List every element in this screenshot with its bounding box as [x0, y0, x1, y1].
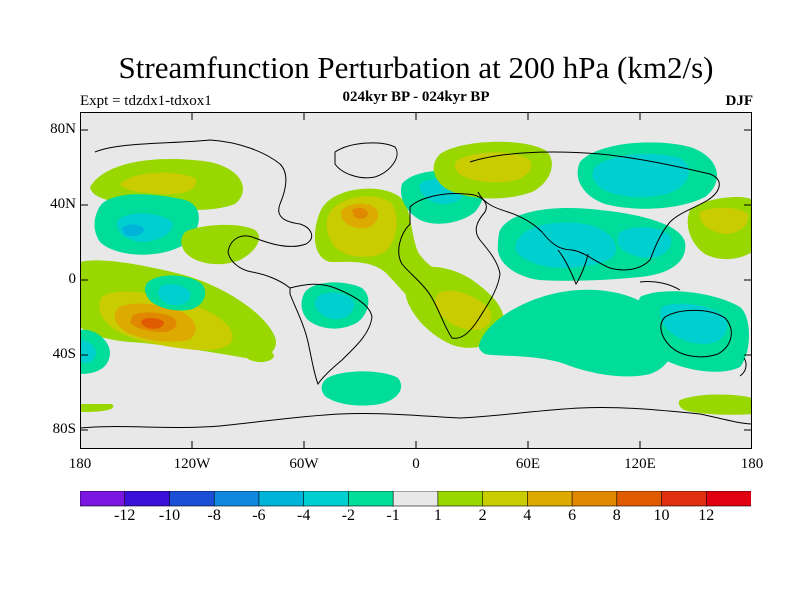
contour-atlantic-pos-peak — [352, 207, 368, 219]
map-ticks — [80, 112, 752, 449]
colorbar-swatch — [169, 491, 216, 507]
colorbar-label: 6 — [568, 507, 577, 524]
colorbar-swatch — [571, 491, 618, 507]
lon-label-120w: 120W — [173, 456, 211, 472]
colorbar-swatch — [213, 491, 260, 507]
colorbar-swatch — [348, 491, 394, 507]
lat-label-80n: 80N — [50, 121, 76, 137]
colorbar-swatch — [80, 491, 126, 507]
contour-asia-neg-core2 — [617, 227, 672, 258]
contour-s-ocean-pos-east — [678, 394, 752, 415]
contour-s-indian-neg — [478, 289, 674, 377]
contour-se-pacific-neg-core — [80, 340, 96, 363]
lon-label-60e: 60E — [515, 456, 541, 472]
colorbar-label: -4 — [297, 507, 311, 524]
colorbar-swatch — [437, 491, 484, 507]
colorbar-label: -6 — [252, 507, 266, 524]
colorbar-label: 2 — [478, 507, 487, 524]
map-panel — [80, 112, 752, 449]
contour-antarctic-pos — [244, 347, 274, 363]
lon-label-120e: 120E — [624, 456, 656, 472]
colorbar-label: 12 — [698, 507, 715, 524]
colorbar-swatch — [303, 491, 350, 507]
colorbar-label: 8 — [612, 507, 621, 524]
contour-sa-neg-core — [314, 292, 355, 320]
colorbar-swatch — [124, 491, 171, 507]
contour-asia-neg-core — [515, 222, 616, 268]
experiment-label: Expt = tdzdx1-tdxox1 — [80, 93, 212, 109]
colorbar-label: -1 — [386, 507, 400, 524]
coastlines — [80, 139, 752, 429]
contour-ne-pacific-neg-peak — [122, 224, 144, 237]
colorbar-swatch — [527, 491, 573, 507]
colorbar-swatch — [392, 491, 439, 507]
colorbar-label: 10 — [653, 507, 670, 524]
contour-s-pacific-pos-max — [141, 317, 164, 329]
lat-label-80s: 80S — [52, 421, 76, 437]
lon-label-180w: 180 — [68, 456, 92, 472]
contour-s-ocean-pos — [80, 404, 114, 412]
lat-label-0: 0 — [68, 271, 77, 287]
colorbar-label: -12 — [114, 507, 136, 524]
lon-label-60w: 60W — [289, 456, 319, 472]
colorbar-label: -8 — [207, 507, 221, 524]
contour-e-pacific-pos-core — [699, 207, 749, 234]
contour-n-pacific-pos-core — [120, 172, 197, 194]
contour-siberia-pos-core — [454, 152, 532, 183]
plot-title: Streamfunction Perturbation at 200 hPa (… — [118, 50, 714, 85]
colorbar-label: -10 — [158, 507, 181, 524]
colorbar-swatch — [482, 491, 529, 507]
colorbar — [80, 491, 751, 507]
lat-label-40n: 40N — [50, 196, 76, 212]
colorbar-swatch — [616, 491, 663, 507]
lat-label-40s: 40S — [52, 346, 76, 362]
colorbar-swatch — [705, 491, 751, 507]
lon-label-180e: 180 — [740, 456, 764, 472]
colorbar-label: 1 — [433, 507, 442, 524]
contour-n-america-pos — [181, 224, 260, 265]
colorbar-label: 4 — [523, 507, 532, 524]
season-label: DJF — [725, 93, 754, 109]
colorbar-swatch — [661, 491, 708, 507]
contour-nw-pacific-neg-core — [592, 153, 689, 198]
plot-subtitle: 024kyr BP - 024kyr BP — [342, 89, 490, 105]
contour-s-ocean-neg — [321, 371, 402, 406]
lon-label-0: 0 — [412, 456, 420, 472]
colorbar-swatch — [258, 491, 305, 507]
contour-trop-pacific-neg-core — [158, 284, 191, 306]
contour-australia-neg-core — [660, 303, 728, 344]
colorbar-label: -2 — [341, 507, 356, 524]
